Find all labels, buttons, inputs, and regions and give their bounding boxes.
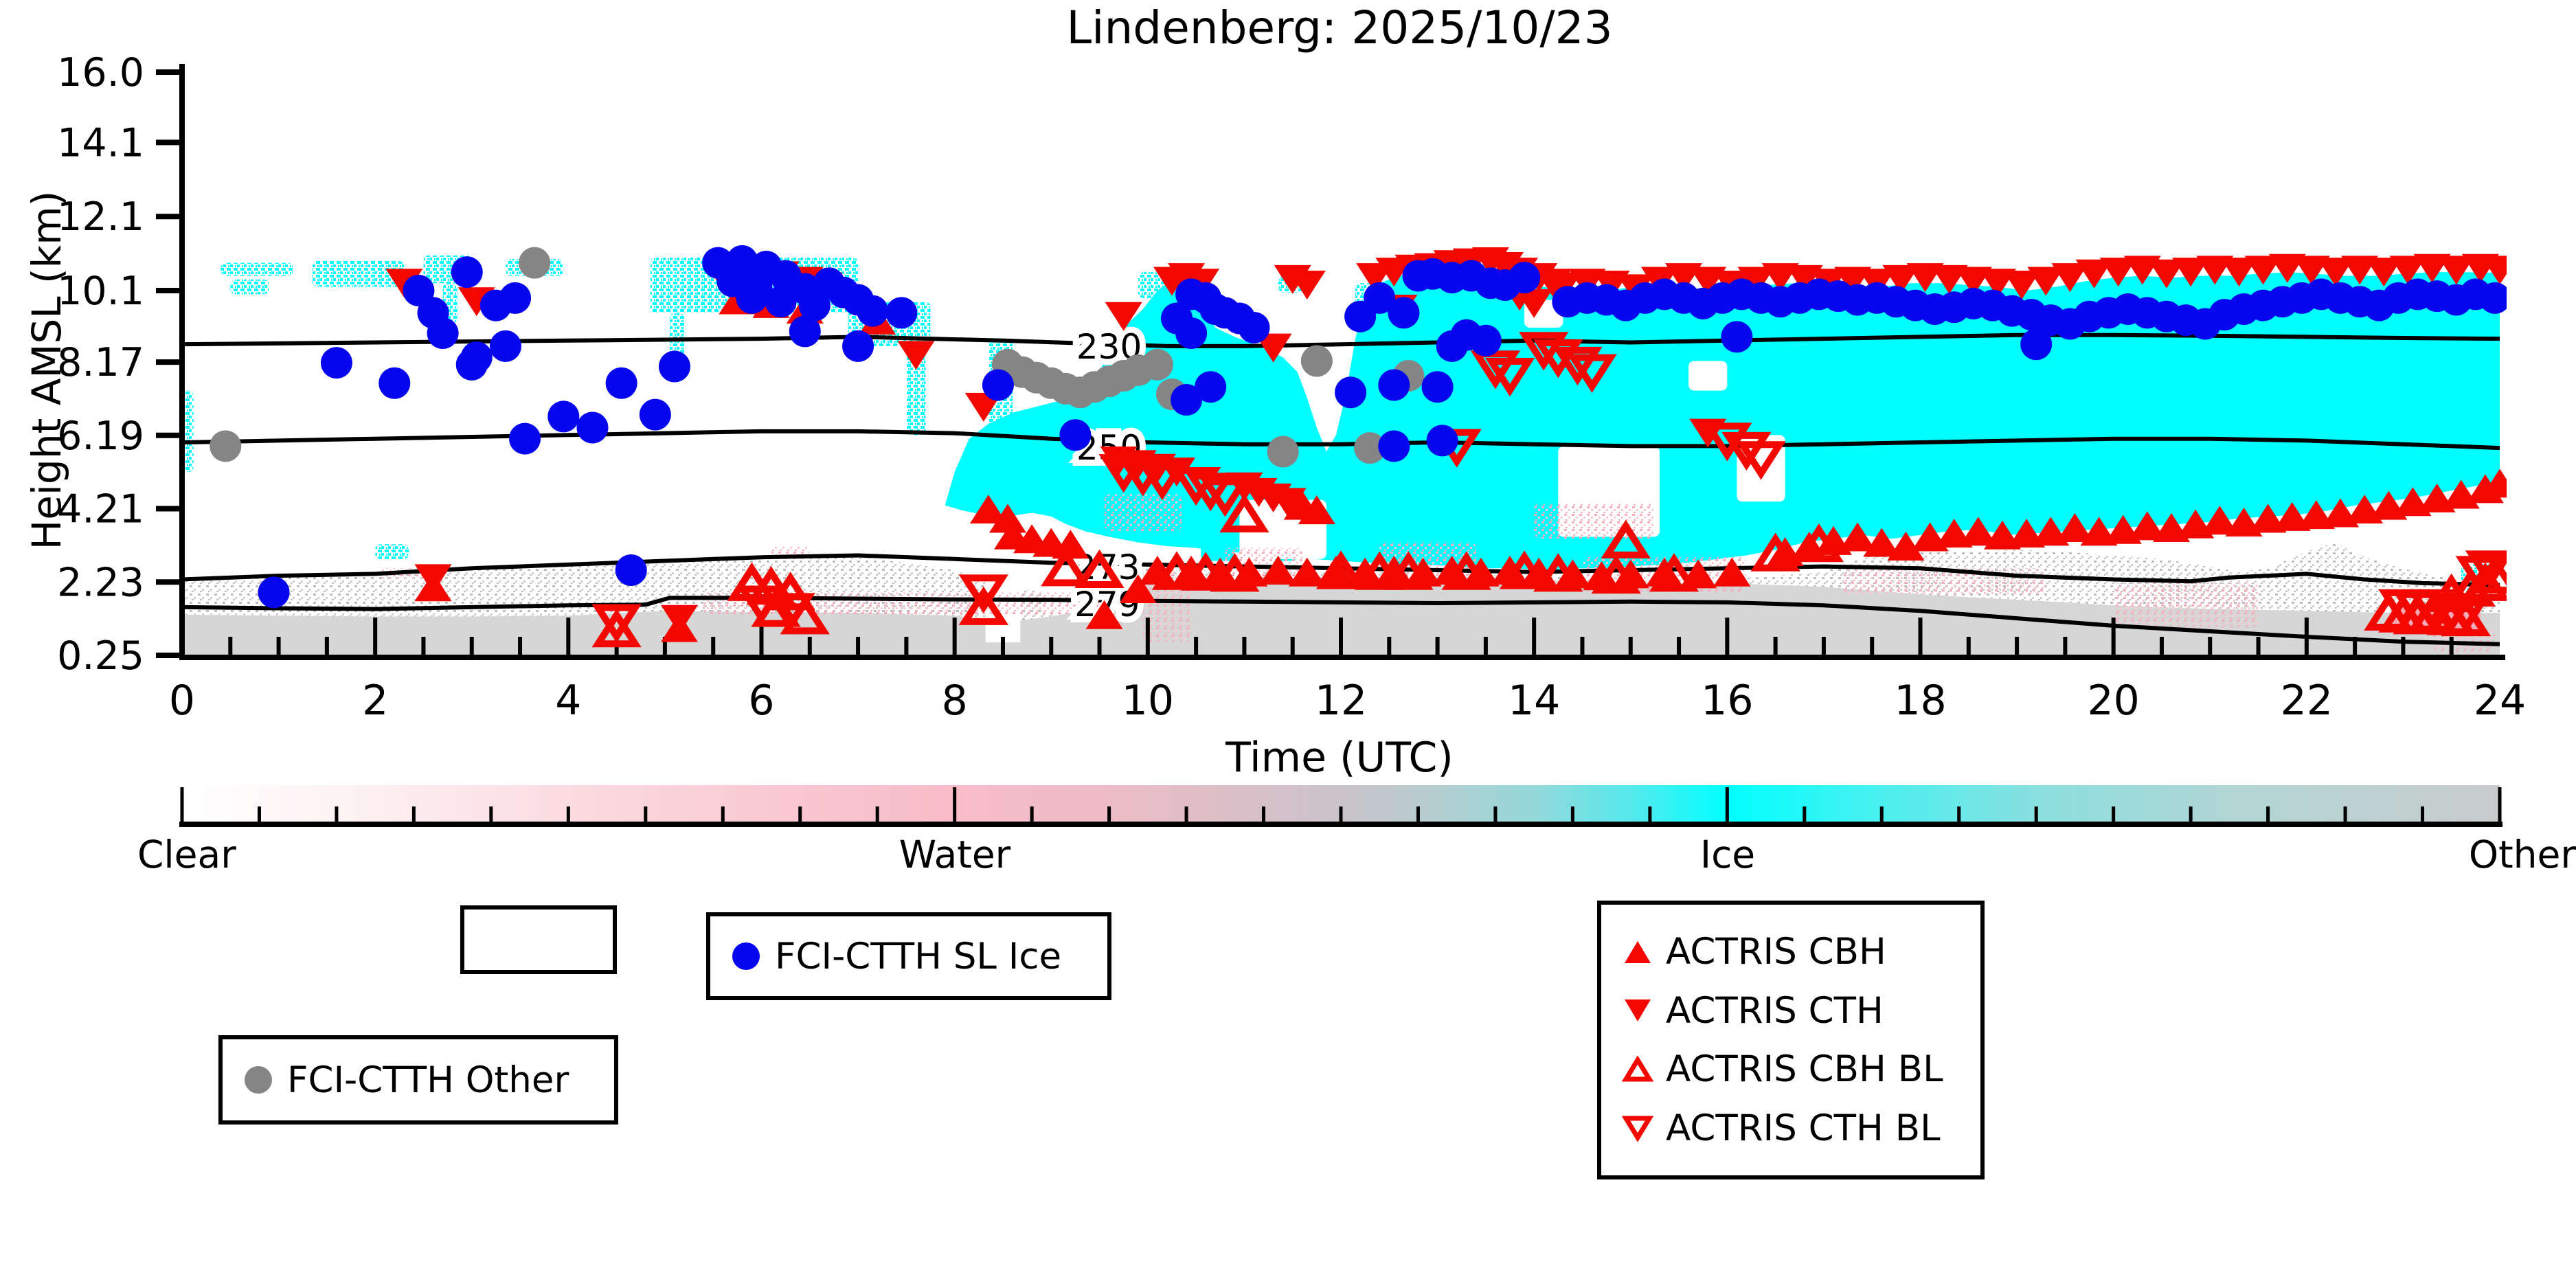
x-tick-label: 20: [2087, 677, 2139, 725]
y-tick-label: 12.1: [57, 194, 144, 240]
y-tick-label: 2.23: [57, 560, 144, 605]
legend-other-label: FCI-CTTH Other: [287, 1059, 569, 1101]
x-tick-label: 2: [362, 677, 388, 725]
y-tick-label: 4.21: [57, 487, 144, 532]
water-patch: [1534, 503, 1655, 539]
contour-273: [184, 553, 2500, 587]
x-tick-label: 0: [169, 677, 195, 725]
x-tick-label: 8: [942, 677, 968, 725]
legend-box-other: FCI-CTTH Other: [218, 1035, 618, 1125]
legend-box-empty: [460, 905, 617, 974]
legend-actris-cth-label: ACTRIS CTH: [1666, 989, 1884, 1032]
clear-hole: [2161, 534, 2239, 569]
y-tick-label: 6.19: [57, 414, 144, 459]
y-tick-label: 0.25: [57, 633, 144, 679]
water-patch: [771, 545, 810, 556]
x-tick-label: 4: [555, 677, 581, 725]
gray-dot-icon: [245, 1066, 272, 1094]
colorbar-label-ice: Ice: [1699, 833, 1756, 877]
ice-wisp: [906, 346, 926, 436]
colorbar-label-water: Water: [899, 833, 1011, 877]
ice-wisp: [221, 262, 293, 276]
y-tick-label: 10.1: [57, 269, 144, 314]
legend-actris-cbh-bl-label: ACTRIS CBH BL: [1666, 1048, 1943, 1091]
ice-column: [1201, 472, 1235, 561]
legend-actris-cbh-label: ACTRIS CBH: [1666, 931, 1886, 973]
triangle-up-open-icon: [1622, 1055, 1653, 1082]
x-tick-label: 24: [2474, 677, 2526, 725]
series-fci-ctth-sl-ice: [258, 245, 2507, 609]
x-tick-label: 14: [1508, 677, 1560, 725]
legend-sl-ice-label: FCI-CTTH SL Ice: [775, 935, 1062, 978]
triangle-down-open-icon: [1622, 1116, 1653, 1142]
series-actris-cbh: [414, 285, 2507, 642]
x-tick-label: 22: [2281, 677, 2333, 725]
contour-250: [184, 429, 2500, 451]
ice-wisp: [312, 260, 405, 287]
ice-wisp: [184, 390, 194, 473]
series-actris-cth-bl: [591, 332, 2507, 643]
triangle-up-filled-icon: [1625, 940, 1651, 963]
x-tick-label: 16: [1701, 677, 1753, 725]
blue-dot-icon: [732, 942, 760, 970]
x-tick-label: 18: [1894, 677, 1946, 725]
mask-layers: 230250273279: [184, 245, 2507, 655]
triangle-down-filled-icon: [1625, 999, 1651, 1022]
y-tick-label: 16.0: [57, 50, 144, 95]
water-patch: [2113, 583, 2259, 628]
legend-box-sl-ice: FCI-CTTH SL Ice: [706, 912, 1111, 1000]
contour-279: [184, 596, 2500, 646]
y-tick-label: 8.17: [57, 340, 144, 385]
legend-actris-cth-bl-label: ACTRIS CTH BL: [1666, 1107, 1941, 1149]
colorbar-label-other: Other: [2468, 833, 2576, 877]
ice-wisp: [230, 279, 269, 295]
colorbar: [179, 785, 2502, 827]
y-tick-label: 14.1: [57, 120, 144, 166]
clear-hole: [1688, 361, 1728, 391]
page-title: Lindenberg: 2025/10/23: [1066, 1, 1613, 54]
x-axis-label: Time (UTC): [1225, 734, 1454, 782]
x-tick-label: 6: [748, 677, 774, 725]
x-tick-label: 10: [1122, 677, 1174, 725]
legend-box-actris: ACTRIS CBH ACTRIS CTH ACTRIS CBH BL ACTR…: [1597, 901, 1985, 1179]
ice-mask-main: [945, 264, 2500, 570]
water-patch: [1104, 494, 1182, 532]
colorbar-label-clear: Clear: [137, 833, 236, 877]
ice-wisp: [375, 544, 409, 559]
axes: 16.014.112.110.18.176.194.212.230.250 2 4 6…: [57, 50, 2526, 725]
x-tick-label: 12: [1315, 677, 1367, 725]
ice-wisp: [669, 313, 685, 358]
